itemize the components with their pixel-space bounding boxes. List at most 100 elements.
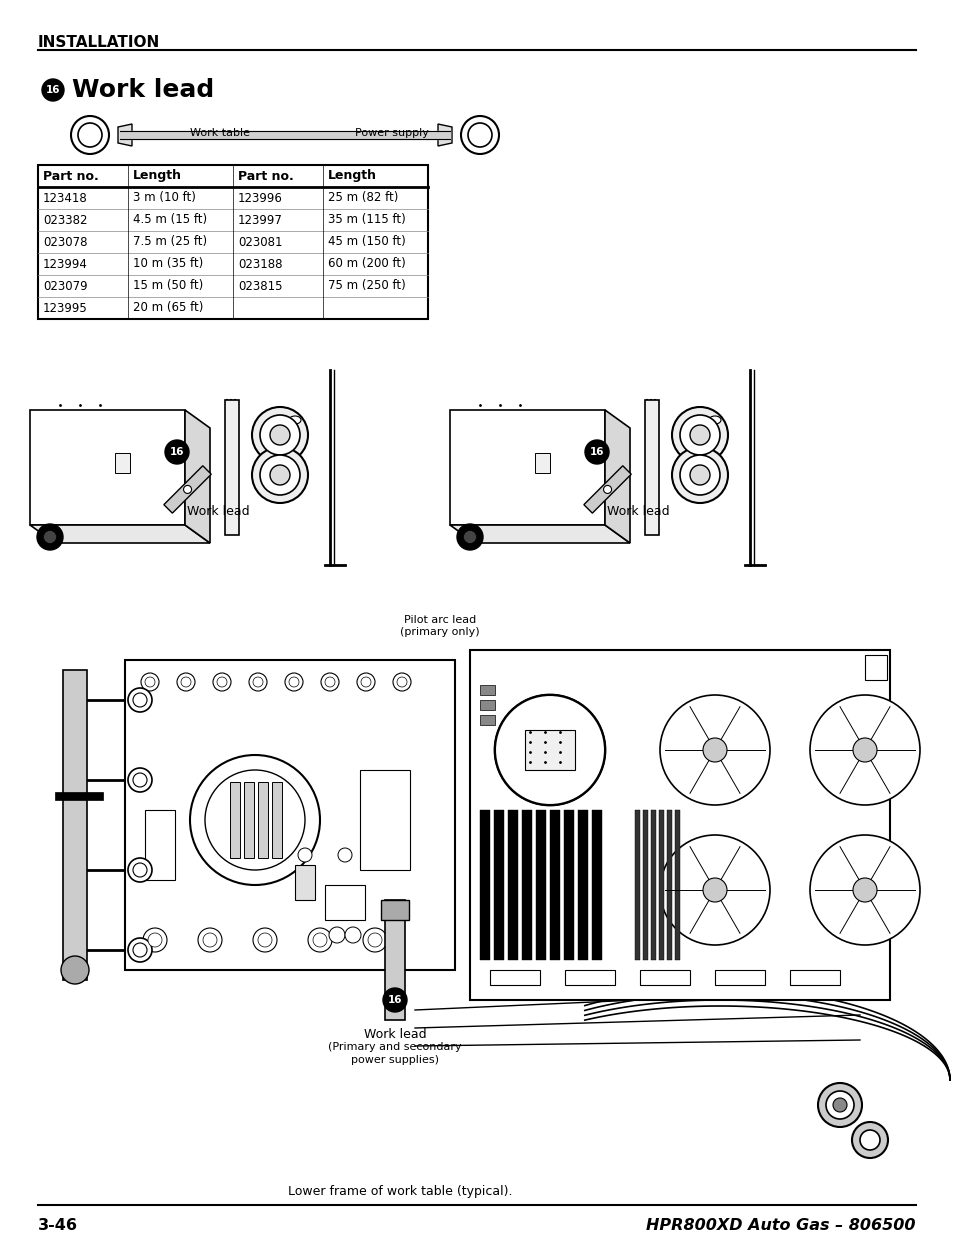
Circle shape	[329, 927, 345, 944]
Polygon shape	[583, 466, 631, 513]
Circle shape	[495, 695, 604, 805]
Text: Length: Length	[132, 169, 182, 183]
Bar	[578, 810, 587, 960]
Text: 20 m (65 ft): 20 m (65 ft)	[132, 301, 203, 315]
Circle shape	[183, 485, 192, 494]
Text: 3-46: 3-46	[38, 1218, 78, 1233]
Bar	[864, 655, 886, 680]
Circle shape	[363, 927, 387, 952]
Circle shape	[396, 677, 407, 687]
Circle shape	[252, 447, 308, 503]
Circle shape	[671, 408, 727, 463]
Ellipse shape	[78, 124, 102, 147]
Text: 16: 16	[387, 995, 402, 1005]
Circle shape	[671, 447, 727, 503]
Circle shape	[809, 695, 919, 805]
Circle shape	[832, 1098, 846, 1112]
Polygon shape	[30, 410, 185, 525]
Circle shape	[809, 835, 919, 945]
Text: INSTALLATION: INSTALLATION	[38, 35, 160, 49]
Bar	[470, 650, 889, 1000]
Circle shape	[44, 531, 56, 543]
Bar	[639, 969, 689, 986]
Bar	[479, 810, 490, 960]
Circle shape	[393, 673, 411, 692]
Bar	[644, 400, 659, 535]
Circle shape	[297, 848, 312, 862]
Text: power supplies): power supplies)	[351, 1055, 438, 1065]
Circle shape	[360, 677, 371, 687]
Circle shape	[128, 688, 152, 713]
Text: Work lead: Work lead	[606, 505, 669, 517]
Bar	[642, 810, 647, 960]
Text: 15 m (50 ft): 15 m (50 ft)	[132, 279, 203, 293]
Text: 123995: 123995	[43, 301, 88, 315]
Text: Part no.: Part no.	[43, 169, 99, 183]
Bar	[524, 730, 575, 769]
Bar	[535, 453, 550, 473]
Text: 25 m (82 ft): 25 m (82 ft)	[328, 191, 398, 205]
Polygon shape	[450, 525, 629, 543]
Ellipse shape	[460, 116, 498, 154]
Circle shape	[128, 858, 152, 882]
Circle shape	[143, 927, 167, 952]
Circle shape	[659, 835, 769, 945]
Circle shape	[859, 1130, 879, 1150]
Circle shape	[257, 932, 272, 947]
Circle shape	[165, 440, 189, 464]
Bar	[272, 782, 282, 858]
Circle shape	[852, 878, 876, 902]
Bar	[666, 810, 671, 960]
Circle shape	[42, 79, 64, 101]
Circle shape	[603, 485, 611, 494]
Circle shape	[132, 944, 147, 957]
Text: HPR800XD Auto Gas – 806500: HPR800XD Auto Gas – 806500	[646, 1218, 915, 1233]
Bar	[564, 969, 615, 986]
Bar	[479, 715, 495, 725]
Text: 123418: 123418	[43, 191, 88, 205]
Bar	[294, 864, 314, 900]
Circle shape	[377, 848, 392, 862]
Text: Work table: Work table	[190, 128, 250, 138]
Circle shape	[689, 466, 709, 485]
Text: 10 m (35 ft): 10 m (35 ft)	[132, 258, 203, 270]
Bar	[459, 525, 481, 530]
Circle shape	[177, 673, 194, 692]
Ellipse shape	[468, 124, 492, 147]
Circle shape	[368, 932, 381, 947]
Circle shape	[132, 863, 147, 877]
Bar	[325, 885, 365, 920]
Circle shape	[356, 673, 375, 692]
Circle shape	[181, 677, 191, 687]
Ellipse shape	[708, 416, 720, 424]
Circle shape	[659, 695, 769, 805]
Bar	[380, 900, 409, 920]
Bar	[675, 810, 679, 960]
Circle shape	[817, 1083, 862, 1128]
Ellipse shape	[71, 116, 109, 154]
Circle shape	[205, 769, 305, 869]
Circle shape	[260, 415, 299, 454]
Bar	[635, 810, 639, 960]
Circle shape	[145, 677, 154, 687]
Circle shape	[689, 425, 709, 445]
Circle shape	[313, 932, 327, 947]
Circle shape	[249, 673, 267, 692]
Bar	[479, 685, 495, 695]
Circle shape	[852, 739, 876, 762]
Circle shape	[308, 927, 332, 952]
Circle shape	[584, 440, 608, 464]
Text: 60 m (200 ft): 60 m (200 ft)	[328, 258, 405, 270]
Bar	[244, 782, 253, 858]
Text: Work lead: Work lead	[187, 505, 250, 517]
Circle shape	[495, 695, 604, 805]
Text: (primary only): (primary only)	[399, 627, 479, 637]
Circle shape	[213, 673, 231, 692]
Text: Part no.: Part no.	[237, 169, 294, 183]
Polygon shape	[30, 525, 210, 543]
Text: 16: 16	[589, 447, 603, 457]
Bar	[659, 810, 663, 960]
Circle shape	[148, 932, 162, 947]
Bar	[225, 400, 239, 535]
Text: 023382: 023382	[43, 214, 88, 226]
